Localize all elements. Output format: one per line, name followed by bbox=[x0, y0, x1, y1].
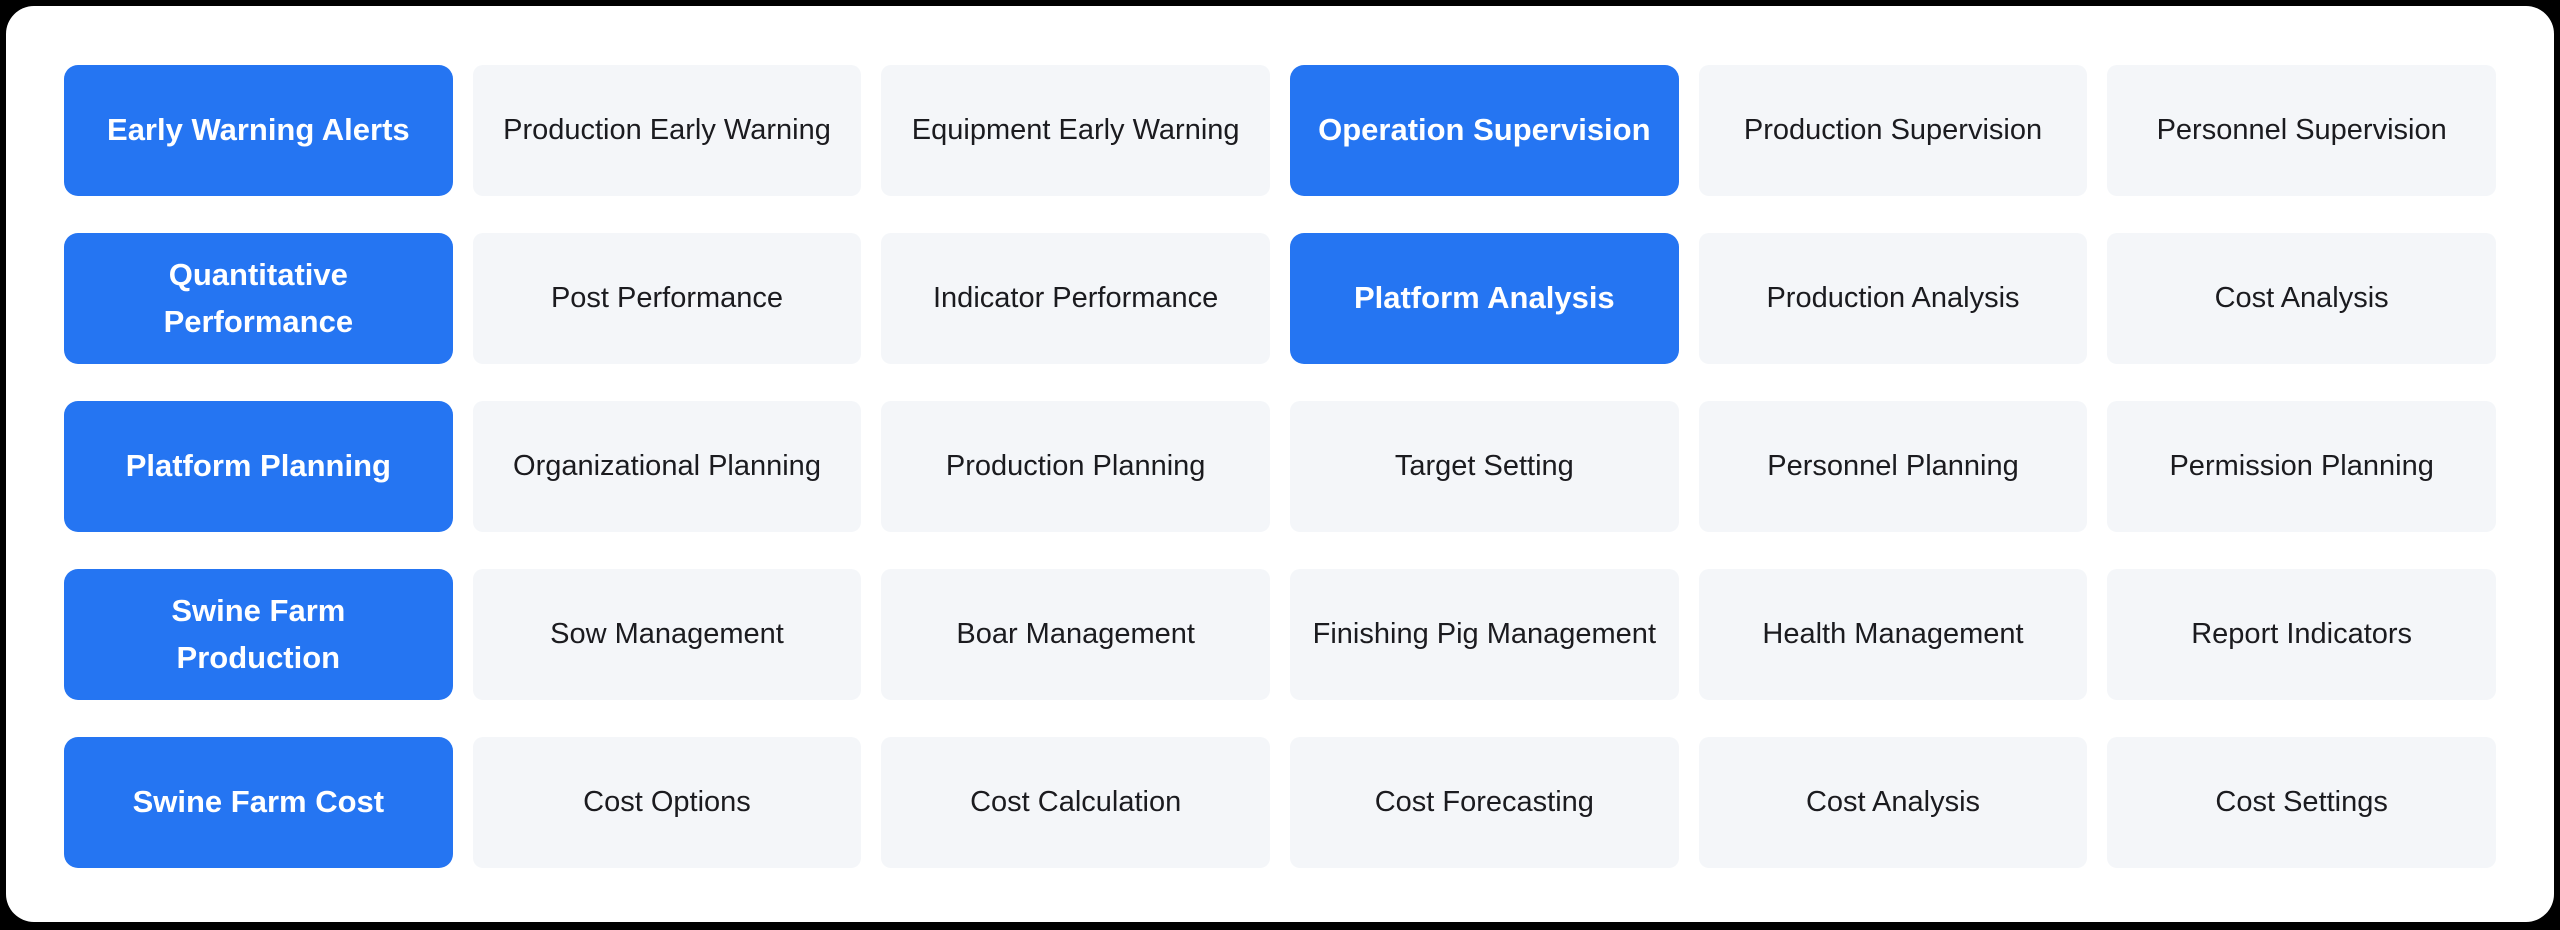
menu-item-health-management[interactable]: Health Management bbox=[1698, 569, 2088, 700]
menu-card: Early Warning Alerts Production Early War… bbox=[6, 6, 2554, 922]
menu-item-boar-management[interactable]: Boar Management bbox=[881, 569, 1270, 700]
menu-item-production-planning[interactable]: Production Planning bbox=[881, 401, 1270, 532]
menu-item-personnel-planning[interactable]: Personnel Planning bbox=[1698, 401, 2088, 532]
menu-item-swine-farm-production[interactable]: Swine Farm Production bbox=[64, 569, 453, 700]
menu-item-cost-analysis[interactable]: Cost Analysis bbox=[1698, 737, 2088, 868]
menu-item-report-indicators[interactable]: Report Indicators bbox=[2107, 569, 2496, 700]
menu-item-indicator-performance[interactable]: Indicator Performance bbox=[881, 233, 1270, 364]
menu-item-production-supervision[interactable]: Production Supervision bbox=[1698, 65, 2088, 196]
menu-item-target-setting[interactable]: Target Setting bbox=[1289, 401, 1679, 532]
menu-item-cost-calculation[interactable]: Cost Calculation bbox=[881, 737, 1270, 868]
menu-item-quantitative-performance[interactable]: Quantitative Performance bbox=[64, 233, 453, 364]
menu-item-platform-planning[interactable]: Platform Planning bbox=[64, 401, 453, 532]
menu-item-early-warning-alerts[interactable]: Early Warning Alerts bbox=[64, 65, 453, 196]
menu-item-cost-forecasting[interactable]: Cost Forecasting bbox=[1289, 737, 1679, 868]
menu-item-cost-settings[interactable]: Cost Settings bbox=[2107, 737, 2496, 868]
menu-item-equipment-early-warning[interactable]: Equipment Early Warning bbox=[881, 65, 1270, 196]
menu-item-cost-analysis[interactable]: Cost Analysis bbox=[2107, 233, 2496, 364]
menu-item-finishing-pig-management[interactable]: Finishing Pig Management bbox=[1289, 569, 1679, 700]
menu-item-sow-management[interactable]: Sow Management bbox=[472, 569, 862, 700]
menu-item-platform-analysis[interactable]: Platform Analysis bbox=[1289, 233, 1679, 364]
menu-item-production-analysis[interactable]: Production Analysis bbox=[1698, 233, 2088, 364]
menu-item-production-early-warning[interactable]: Production Early Warning bbox=[472, 65, 862, 196]
menu-item-post-performance[interactable]: Post Performance bbox=[472, 233, 862, 364]
menu-item-swine-farm-cost[interactable]: Swine Farm Cost bbox=[64, 737, 453, 868]
menu-item-operation-supervision[interactable]: Operation Supervision bbox=[1289, 65, 1679, 196]
menu-item-personnel-supervision[interactable]: Personnel Supervision bbox=[2107, 65, 2496, 196]
menu-item-organizational-planning[interactable]: Organizational Planning bbox=[472, 401, 862, 532]
menu-item-cost-options[interactable]: Cost Options bbox=[472, 737, 862, 868]
menu-item-permission-planning[interactable]: Permission Planning bbox=[2107, 401, 2496, 532]
menu-grid: Early Warning Alerts Production Early War… bbox=[64, 65, 2496, 868]
